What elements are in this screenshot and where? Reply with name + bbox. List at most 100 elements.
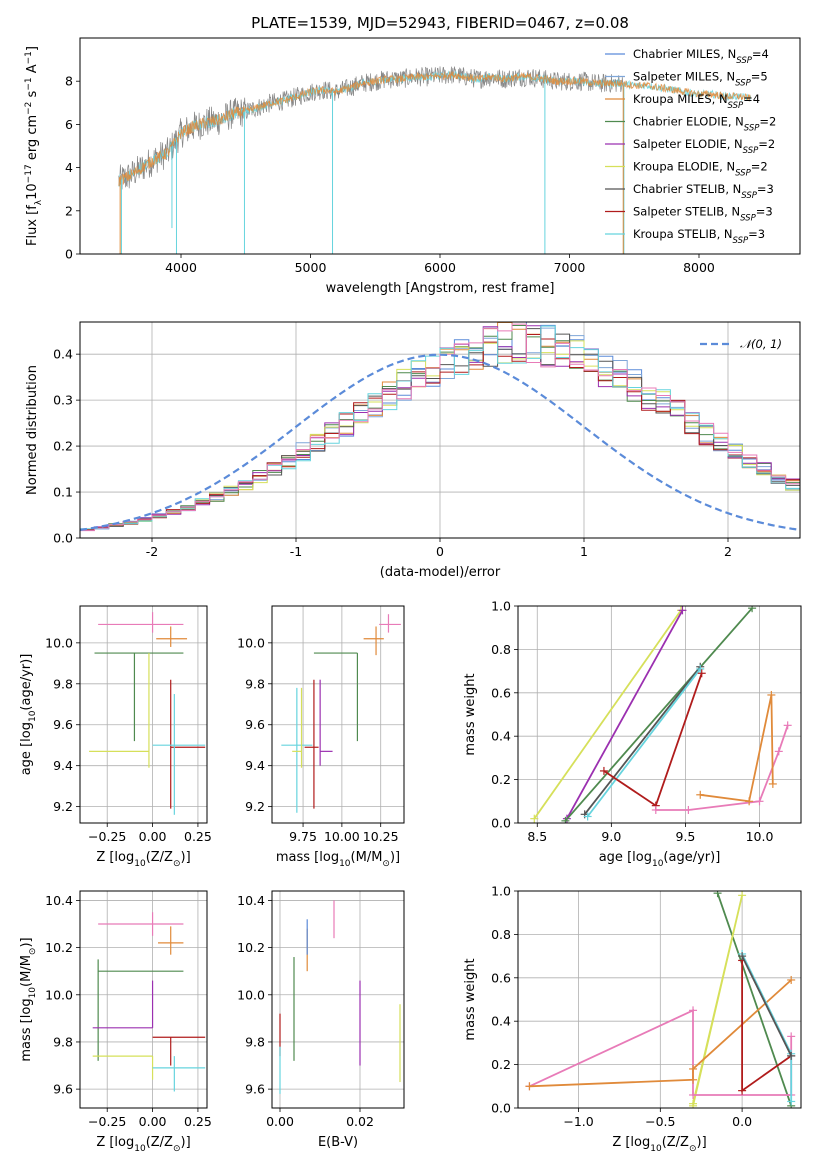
axes-frame	[79, 890, 208, 1109]
x-axis-label: wavelength [Angstrom, rest frame]	[326, 281, 555, 296]
y-tick-label: 0.6	[491, 685, 511, 700]
x-tick-label: 0.02	[346, 1114, 374, 1129]
errorbar-point	[97, 959, 184, 1061]
weight-marker	[713, 891, 722, 898]
y-tick-label: 0.0	[491, 1101, 511, 1116]
chart-residuals: -2 -1 0 1 2 0.0 0.1 0.2 0.3 0.4 (data-model)/error…	[25, 321, 801, 580]
y-tick-label: 10.0	[45, 987, 73, 1002]
weight-line-salpeter_elodie	[566, 609, 684, 820]
weight-marker	[689, 1064, 698, 1073]
chart-z-weight: −1.0 −0.5 0.0 0.0 0.2 0.4 0.6 0.8 1.0 Z [log10(Z/…	[463, 884, 802, 1154]
weight-marker	[651, 805, 660, 814]
histogram-chabrier_elodie	[80, 325, 800, 538]
y-tick-label: 9.2	[245, 799, 265, 814]
errorbar-point	[152, 694, 206, 815]
normal-curve	[80, 353, 800, 531]
x-tick-label: 5000	[295, 260, 327, 275]
y-axis-label: mass weight	[463, 958, 478, 1040]
plot-area	[89, 612, 206, 815]
legend: Chabrier MILES, NSSP=4 Salpeter MILES, NS…	[605, 47, 776, 246]
y-tick-label: 10.4	[45, 893, 73, 908]
y-tick-label: 0.4	[53, 347, 73, 362]
chart-z-mass: −0.25 0.00 0.25 9.6 9.8 10.0 10.2 10.4 Z [log10(…	[19, 890, 212, 1154]
x-tick-label: 9.0	[601, 829, 621, 844]
plot-area	[80, 322, 800, 538]
weight-marker	[738, 952, 747, 961]
x-tick-label: 9.75	[289, 829, 317, 844]
legend-label: Kroupa ELODIE, NSSP=2	[633, 160, 768, 179]
weight-marker	[767, 690, 776, 699]
x-tick-label: 9.5	[675, 829, 695, 844]
axes-frame	[79, 321, 801, 539]
weight-marker	[787, 1032, 796, 1041]
panels: 4000 5000 6000 7000 8000 0 2 4 6 8 wavelength [Ang…	[19, 37, 802, 1154]
weight-marker	[787, 975, 796, 984]
x-tick-label: 0.25	[184, 829, 212, 844]
y-tick-label: 0	[65, 247, 73, 262]
errorbar-point	[292, 687, 303, 768]
x-tick-label: 8000	[683, 260, 715, 275]
x-tick-label: -2	[146, 544, 158, 559]
weight-marker	[689, 1090, 698, 1099]
y-tick-label: 0.6	[491, 970, 511, 985]
plot-area	[279, 900, 401, 1094]
y-tick-label: 0.3	[53, 393, 73, 408]
histogram-pink	[80, 323, 800, 538]
y-tick-label: 0.4	[491, 729, 511, 744]
x-tick-label: 0.00	[266, 1114, 294, 1129]
weight-marker	[755, 797, 764, 806]
y-tick-label: 0.8	[491, 927, 511, 942]
errorbar-point	[98, 612, 184, 633]
legend-label: Salpeter MILES, NSSP=5	[633, 70, 768, 89]
x-tick-label: 0.25	[184, 1114, 212, 1129]
x-tick-label: −0.25	[88, 1114, 126, 1129]
weight-marker	[768, 779, 777, 788]
weight-marker	[525, 1082, 534, 1091]
legend: 𝒩(0, 1)	[700, 337, 782, 351]
y-axis-label: age [log10(age/yr)]	[19, 654, 38, 776]
spectrum-line-kroupa_miles	[118, 71, 751, 186]
chart-mass-age: 9.75 10.00 10.25 9.2 9.4 9.6 9.8 10.0 mass [log1…	[237, 605, 405, 869]
x-tick-label: 1	[580, 544, 588, 559]
weight-marker	[689, 1101, 698, 1108]
plot-area	[118, 66, 752, 254]
weight-marker	[787, 1051, 796, 1060]
legend-label: Salpeter STELIB, NSSP=3	[633, 205, 773, 224]
y-tick-label: 0.0	[491, 816, 511, 831]
errorbar-point	[92, 1055, 154, 1080]
weight-marker	[745, 797, 754, 806]
weight-marker	[530, 814, 539, 823]
weight-marker	[689, 1075, 698, 1084]
y-axis-label: mass weight	[463, 673, 478, 755]
x-tick-label: 10.0	[746, 829, 774, 844]
y-tick-label: 9.8	[245, 1034, 265, 1049]
x-tick-label: 10.25	[363, 829, 399, 844]
chart-ebv-mass: 0.00 0.02 9.6 9.8 10.0 10.2 10.4 E(B-V)	[237, 890, 405, 1150]
y-tick-label: 4	[65, 160, 73, 175]
weight-marker	[738, 1086, 747, 1095]
x-axis-label: E(B-V)	[318, 1135, 358, 1150]
y-axis-label: Flux [fλ10−17 erg cm−2 s−1 A−1]	[24, 46, 44, 246]
errorbar-point	[152, 1036, 206, 1066]
axes-frame	[517, 605, 802, 824]
weight-marker	[583, 812, 592, 821]
x-tick-label: 0	[436, 544, 444, 559]
y-tick-label: 9.4	[53, 758, 73, 773]
grid-lines	[272, 606, 404, 823]
weight-marker	[561, 816, 570, 823]
legend-label: Chabrier STELIB, NSSP=3	[633, 182, 774, 201]
y-tick-label: 9.4	[245, 758, 265, 773]
x-tick-label: 6000	[424, 260, 456, 275]
x-tick-label: 0.00	[139, 1114, 167, 1129]
y-tick-label: 0.2	[53, 439, 73, 454]
weight-line-kroupa_miles	[700, 694, 774, 803]
axes-frame	[79, 37, 801, 255]
weight-line-chabrier_stelib	[741, 955, 793, 1057]
figure-title: PLATE=1539, MJD=52943, FIBERID=0467, z=0…	[251, 14, 629, 32]
weight-line-chabrier_elodie	[564, 607, 753, 822]
legend-label: Chabrier ELODIE, NSSP=2	[633, 115, 776, 134]
grid-lines	[272, 891, 404, 1108]
weight-line-kroupa_elodie	[533, 609, 682, 820]
errorbar-point	[281, 687, 313, 813]
